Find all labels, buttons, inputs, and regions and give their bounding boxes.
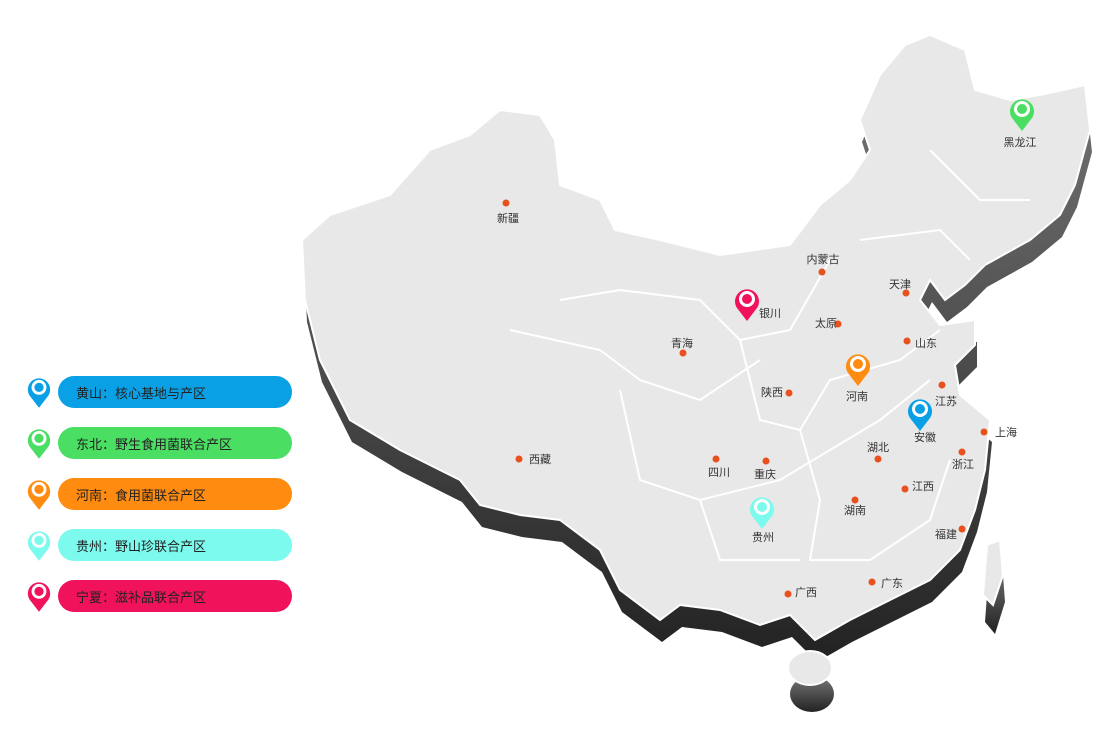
place-label: 湖南: [844, 504, 866, 517]
city-dot: [958, 448, 966, 456]
place-label: 四川: [708, 466, 730, 479]
place-label: 陕西: [761, 386, 783, 399]
legend-label: 黄山：核心基地与产区: [58, 376, 292, 408]
legend-item[interactable]: 河南：食用菌联合产区: [26, 477, 292, 511]
location-pin-icon: [26, 374, 52, 410]
city-dot: [874, 455, 882, 463]
city-dot: [851, 496, 859, 504]
legend-label: 宁夏：滋补品联合产区: [58, 580, 292, 612]
map-pin-1[interactable]: [1008, 96, 1036, 132]
city-dot: [980, 428, 988, 436]
legend-label: 贵州：野山珍联合产区: [58, 529, 292, 561]
city-dot: [903, 337, 911, 345]
city-dot: [818, 268, 826, 276]
legend-item[interactable]: 宁夏：滋补品联合产区: [26, 579, 292, 613]
place-label: 西藏: [529, 453, 551, 466]
map-land: [300, 33, 1092, 686]
map-pin-3[interactable]: [748, 494, 776, 530]
city-dot: [712, 455, 720, 463]
legend-item[interactable]: 贵州：野山珍联合产区: [26, 528, 292, 562]
location-pin-icon: [26, 476, 52, 512]
city-dot: [515, 455, 523, 463]
place-label: 银川: [759, 307, 781, 320]
city-dot: [868, 578, 876, 586]
place-label: 福建: [935, 528, 957, 541]
place-label: 太原: [815, 317, 837, 330]
city-dot: [834, 320, 842, 328]
map-pin-0[interactable]: [906, 396, 934, 432]
place-label: 贵州: [752, 531, 774, 544]
map-pin-2[interactable]: [844, 351, 872, 387]
place-label: 上海: [995, 426, 1017, 439]
place-label: 山东: [915, 337, 937, 350]
place-label: 湖北: [867, 441, 889, 454]
city-dot: [679, 349, 687, 357]
city-dot: [901, 485, 909, 493]
place-label: 青海: [671, 337, 693, 350]
city-dot: [762, 457, 770, 465]
location-pin-icon: [26, 425, 52, 461]
legend-item[interactable]: 东北：野生食用菌联合产区: [26, 426, 292, 460]
place-label: 新疆: [497, 212, 519, 225]
city-dot: [502, 199, 510, 207]
city-dot: [958, 525, 966, 533]
taiwan: [981, 538, 1005, 607]
city-dot: [938, 381, 946, 389]
place-label: 广西: [795, 586, 817, 599]
place-label: 河南: [846, 390, 868, 403]
place-label: 天津: [889, 278, 911, 291]
city-dot: [784, 590, 792, 598]
map-pin-4[interactable]: [733, 286, 761, 322]
legend-label: 河南：食用菌联合产区: [58, 478, 292, 510]
location-pin-icon: [26, 527, 52, 563]
hainan: [787, 650, 833, 686]
place-label: 内蒙古: [806, 253, 840, 266]
place-label: 浙江: [952, 458, 974, 471]
place-label: 江西: [912, 480, 934, 493]
location-pin-icon: [26, 578, 52, 614]
city-dot: [902, 289, 910, 297]
place-label: 广东: [881, 577, 903, 590]
place-label: 江苏: [935, 395, 957, 408]
city-dot: [785, 389, 793, 397]
place-label: 安徽: [914, 431, 936, 444]
place-label: 黑龙江: [1003, 136, 1037, 149]
place-label: 重庆: [754, 468, 776, 481]
legend-label: 东北：野生食用菌联合产区: [58, 427, 292, 459]
legend-item[interactable]: 黄山：核心基地与产区: [26, 375, 292, 409]
